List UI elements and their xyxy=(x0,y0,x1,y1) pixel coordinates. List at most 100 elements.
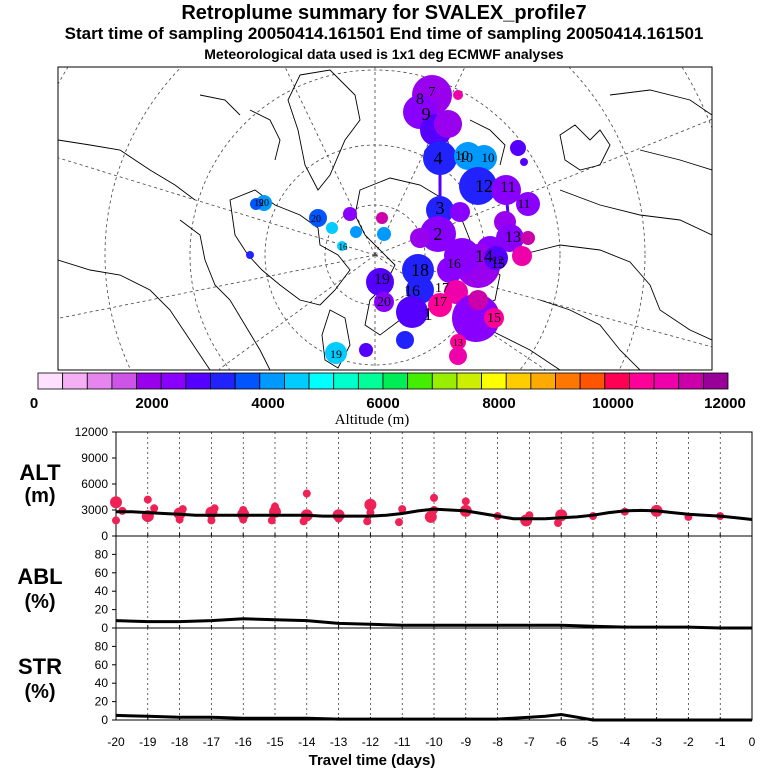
y-tick-label: 3000 xyxy=(81,503,108,517)
alt-point xyxy=(207,516,216,525)
panel-ylabel: (%) xyxy=(24,591,55,613)
plume-bubble xyxy=(423,141,457,175)
panel-ylabel: (m) xyxy=(24,485,55,507)
x-tick-label: -5 xyxy=(588,735,599,749)
plume-day-label: 4 xyxy=(434,148,443,168)
x-tick-label: -8 xyxy=(492,735,503,749)
x-tick-label: -18 xyxy=(171,735,189,749)
y-tick-label: 80 xyxy=(95,639,109,653)
str-panel: 80 60 40 20 0 STR(%) xyxy=(18,627,753,727)
plume-bubble xyxy=(449,347,467,365)
alt-point xyxy=(430,493,438,502)
x-tick-label: -20 xyxy=(107,735,125,749)
plume-day-label: 2 xyxy=(434,224,443,244)
plume-day-label: 11 xyxy=(500,179,515,196)
plume-bubble xyxy=(396,296,428,328)
x-tick-label: -13 xyxy=(330,735,348,749)
plume-day-label: 9 xyxy=(422,104,431,124)
panel-ylabel: (%) xyxy=(24,681,55,703)
plume-day-label: 20 xyxy=(377,295,391,310)
alt-point xyxy=(363,517,372,526)
colorbar-tick-label: 6000 xyxy=(366,395,399,412)
alt-point xyxy=(143,495,152,504)
plume-day-label: 16 xyxy=(447,257,461,272)
x-tick-label: -9 xyxy=(460,735,471,749)
plume-bubble xyxy=(437,257,463,283)
colorbar-tick-label: 2000 xyxy=(135,395,168,412)
y-tick-label: 60 xyxy=(95,566,109,580)
plume-day-label: 19 xyxy=(255,198,265,208)
plume-day-label: 1 xyxy=(424,304,433,324)
alt-point xyxy=(178,505,187,514)
x-tick-label: -11 xyxy=(394,735,411,749)
time-series-panels: 120009000600030000ALT(m)806040200ABL(%)8… xyxy=(17,425,755,749)
x-tick-label: 0 xyxy=(749,735,756,749)
panel-ylabel: ABL xyxy=(17,564,62,589)
plume-bubble xyxy=(434,110,462,138)
plume-bubble xyxy=(410,228,430,248)
plume-bubble xyxy=(453,90,463,100)
plume-day-label: 10 xyxy=(459,151,473,166)
colorbar-segment xyxy=(284,372,310,390)
y-tick-label: 0 xyxy=(101,621,108,635)
plume-bubble xyxy=(309,209,327,227)
plume-day-label: 14 xyxy=(475,246,493,266)
alt-median-line xyxy=(116,507,753,521)
plume-day-label: 15 xyxy=(487,311,501,326)
y-tick-label: 20 xyxy=(95,603,109,617)
colorbar-segment xyxy=(136,372,162,390)
alt-point xyxy=(210,504,219,513)
x-tick-label: -10 xyxy=(425,735,443,749)
y-tick-label: 20 xyxy=(95,695,109,709)
colorbar-segment xyxy=(530,372,556,390)
colorbar-segment xyxy=(505,372,532,390)
y-tick-label: 12000 xyxy=(75,425,109,439)
x-tick-label: -2 xyxy=(683,735,694,749)
alt-point xyxy=(302,489,311,498)
plume-bubble xyxy=(452,294,500,342)
x-tick-label: -15 xyxy=(266,735,284,749)
x-tick-label: -17 xyxy=(203,735,221,749)
alt-panel: 12000 9000 6000 3000 0 ALT(m) xyxy=(19,425,753,543)
alt-point xyxy=(267,516,276,525)
colorbar-segment xyxy=(382,372,409,390)
x-tick-label: -14 xyxy=(298,735,316,749)
panel-ylabel: STR xyxy=(18,654,62,679)
plume-day-label: 16 xyxy=(404,283,420,300)
plume-day-label: 17 xyxy=(435,281,449,296)
plume-bubble xyxy=(374,292,394,312)
colorbar-label: Altitude (m) xyxy=(335,412,410,428)
colorbar-segment xyxy=(357,372,384,390)
plume-bubble xyxy=(484,246,508,270)
colorbar-segment xyxy=(431,372,458,390)
alt-point xyxy=(110,496,122,509)
colorbar-segment xyxy=(185,372,211,390)
y-tick-label: 0 xyxy=(101,713,108,727)
colorbar-segment xyxy=(579,372,606,390)
plume-day-label: 12 xyxy=(492,253,504,267)
plume-day-label: 20 xyxy=(311,214,321,225)
colorbar-segment xyxy=(702,372,729,390)
plume-bubble xyxy=(325,342,347,364)
y-tick-label: 0 xyxy=(101,529,108,543)
colorbar-segment xyxy=(234,372,261,390)
colorbar-segment xyxy=(86,372,113,390)
plume-day-label: 19 xyxy=(330,347,342,361)
plume-bubble xyxy=(250,198,262,210)
plume-day-label: 12 xyxy=(475,176,493,196)
plume-bubble xyxy=(359,343,373,357)
plume-day-label: 13 xyxy=(453,338,463,349)
plume-bubble xyxy=(396,331,414,349)
y-tick-label: 40 xyxy=(95,676,109,690)
plume-day-label: 17 xyxy=(433,295,447,310)
colorbar-segment xyxy=(678,372,704,390)
plume-bubble xyxy=(444,280,468,304)
colorbar-tick-label: 12000 xyxy=(704,395,746,412)
y-tick-label: 60 xyxy=(95,658,109,672)
colorbar-segment xyxy=(629,372,655,390)
plume-day-label: 13 xyxy=(505,229,521,246)
plume-bubble xyxy=(350,226,362,238)
panel-ylabel: ALT xyxy=(19,460,61,485)
